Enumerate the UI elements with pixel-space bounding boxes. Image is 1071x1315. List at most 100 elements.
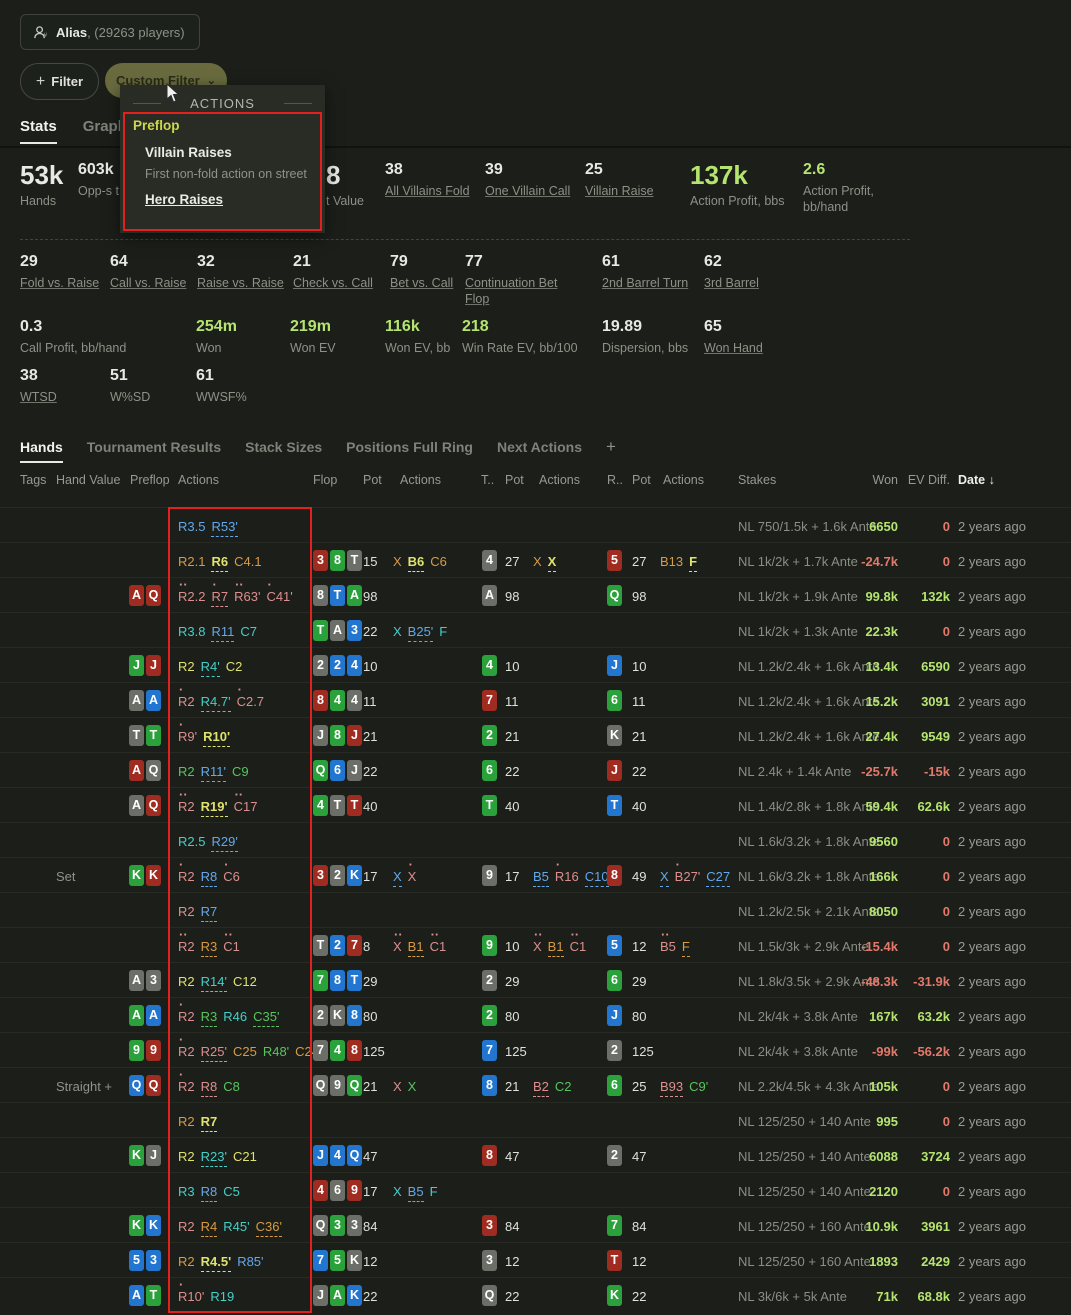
card-Jh: J <box>347 725 362 746</box>
stat-label: Won EV <box>290 340 336 355</box>
action-token: C9' <box>689 1079 709 1094</box>
menu-item-villain-raises[interactable]: Villain Raises <box>145 145 232 160</box>
hand-row[interactable]: T T R9' · R10' J 8 J 21 2 21 K 21 NL 1.2k/2.4k + 1.6k… <box>0 717 1071 753</box>
card-Qs: Q <box>313 1075 328 1096</box>
stat-label[interactable]: Check vs. Call <box>293 275 373 290</box>
hand-row[interactable]: Set K K R2 · R8 C6 · 3 2 K 17 X X · 9 17 B5 R16 · C10 8 49 X B27… <box>0 857 1071 893</box>
actions-group: X X · <box>393 858 422 887</box>
date: 2 years ago <box>958 764 1026 779</box>
menu-item-hero-raises[interactable]: Hero Raises <box>145 192 224 207</box>
card-2d: 2 <box>330 655 345 676</box>
column-header-actions[interactable]: Actions <box>539 473 580 487</box>
column-header-stakes[interactable]: Stakes <box>738 473 777 487</box>
action-token: R8 <box>200 1079 218 1097</box>
card-Ks: K <box>607 725 622 746</box>
card-Qs: Q <box>313 1215 328 1236</box>
column-header-preflop[interactable]: Preflop <box>130 473 170 487</box>
stat-label[interactable]: 3rd Barrel <box>704 275 759 290</box>
date: 2 years ago <box>958 1254 1026 1269</box>
stat-label[interactable]: Fold vs. Raise <box>20 275 100 290</box>
column-header-pot[interactable]: Pot <box>505 473 524 487</box>
hand-row[interactable]: A 3 R2 R14' C12 7 8 T 29 2 29 6 29 NL 1.8k/3.5k + 2.9… <box>0 962 1071 998</box>
hand-row[interactable]: K K R2 R4 R45' C36' Q 3 3 84 3 84 7 84 NL 125/250 + 16… <box>0 1207 1071 1243</box>
hand-row[interactable]: A Q R2 ·· R19' C17 ·· 4 T T 40 T 40 T 40 NL 1.4k/2.8k +… <box>0 787 1071 823</box>
hand-row[interactable]: A T R10' · R19 J A K 22 Q 22 K 22 NL 3k/6k + 5k Ante 7… <box>0 1277 1071 1313</box>
card-5c: 5 <box>330 1250 345 1271</box>
date: 2 years ago <box>958 1114 1026 1129</box>
card-8c: 8 <box>330 550 345 571</box>
card-7c: 7 <box>313 970 328 991</box>
player-alias-chip[interactable]: # Alias , (29263 players) <box>20 14 200 50</box>
action-token: R6 <box>211 554 229 572</box>
action-token: C4.1 <box>234 554 262 569</box>
stat-label[interactable]: Continuation Bet Flop <box>465 275 558 307</box>
stat-label[interactable]: WTSD <box>20 389 57 404</box>
column-header-flop[interactable]: Flop <box>313 473 338 487</box>
popup-section-preflop: Preflop <box>133 118 180 133</box>
hand-row[interactable]: R3.5 R53' NL 750/1.5k + 1.6k Ante 6650 0 2 ye… <box>0 507 1071 543</box>
column-header-hand-value[interactable]: Hand Value <box>56 473 121 487</box>
hand-row[interactable]: Straight + Q Q R2 · R8 C8 Q 9 Q 21 X X 8 21 B2 C2 6 25 B93 C… <box>0 1067 1071 1103</box>
hand-row[interactable]: R2 R7 NL 125/250 + 140 Ante 995 0 2 years ago <box>0 1102 1071 1138</box>
stat-label[interactable]: Won Hand <box>704 340 763 355</box>
tab-positions-full-ring[interactable]: Positions Full Ring <box>346 439 473 455</box>
hand-row[interactable]: R3 R8 C5 4 6 9 17 X B5 F NL 125/250 + 140 Ante 2120… <box>0 1172 1071 1208</box>
tab-stack-sizes[interactable]: Stack Sizes <box>245 439 323 455</box>
add-tab-button[interactable]: + <box>606 437 616 456</box>
card-3h: 3 <box>482 1215 497 1236</box>
card-3s: 3 <box>146 970 161 991</box>
column-header-ev-diff[interactable]: EV Diff. <box>907 473 950 487</box>
stat-label[interactable]: Raise vs. Raise <box>197 275 284 290</box>
stat-label[interactable]: All Villains Fold <box>385 183 470 198</box>
tab-stats[interactable]: Stats <box>20 118 57 144</box>
column-header-tags[interactable]: Tags <box>20 473 47 487</box>
stakes: NL 125/250 + 160 Ante <box>738 1254 871 1269</box>
column-header-pot[interactable]: Pot <box>363 473 382 487</box>
stat-label[interactable]: 2nd Barrel Turn <box>602 275 689 290</box>
stat-label[interactable]: Call vs. Raise <box>110 275 187 290</box>
hand-row[interactable]: R2.5 R29' NL 1.6k/3.2k + 1.8k Ante 9560 0 2 y… <box>0 822 1071 858</box>
column-header-actions[interactable]: Actions <box>400 473 441 487</box>
tab-graph[interactable]: Graph <box>82 118 127 135</box>
column-header-actions[interactable]: Actions <box>178 473 219 487</box>
tab-next-actions[interactable]: Next Actions <box>496 439 583 455</box>
stat-label[interactable]: One Villain Call <box>485 183 571 198</box>
hand-row[interactable]: R2.1 R6 C4.1 3 8 T 15 X B6 C6 4 27 X X 5 27 B13 F NL 1k/2k… <box>0 542 1071 578</box>
stat-label[interactable]: Villain Raise <box>585 183 654 198</box>
action-token: R2 <box>178 1149 195 1164</box>
tab-tournament-results[interactable]: Tournament Results <box>86 439 222 455</box>
turn-pot: 10 <box>505 659 520 674</box>
turn-pot: 21 <box>505 729 520 744</box>
column-header-pot[interactable]: Pot <box>632 473 651 487</box>
hand-row[interactable]: A A R2 · R4.7' C2.7 · 8 4 4 11 7 11 6 11 NL 1.2k/2.4k +… <box>0 682 1071 718</box>
won-amount: 6088 <box>869 1149 898 1164</box>
tab-hands[interactable]: Hands <box>20 439 63 463</box>
hand-row[interactable]: A Q R2.2 ·· R7 · R63' ·· C41' · 8 T A 98 A 98 Q 98 NL 1k/2… <box>0 577 1071 613</box>
column-header-won[interactable]: Won <box>872 473 898 487</box>
hand-row[interactable]: A A R2 · R3 R46 C35' 2 K 8 80 2 80 J 80 NL 2k/4k + 3.8k… <box>0 997 1071 1033</box>
column-header-date[interactable]: Date ↓ <box>958 473 995 487</box>
column-header-t[interactable]: T.. <box>481 473 495 487</box>
action-token: R11 <box>211 624 235 642</box>
stakes: NL 2k/4k + 3.8k Ante <box>738 1009 858 1024</box>
stat-block: 65 Won Hand <box>704 318 763 356</box>
hand-row[interactable]: J J R2 R4' C2 2 2 4 10 4 10 J 10 NL 1.2k/2.4k + 1.6k … <box>0 647 1071 683</box>
flop-pot: 84 <box>363 1219 378 1234</box>
hand-row[interactable]: R3.8 R11 C7 T A 3 22 X B25' F NL 1k/2k + 1.3k Ante… <box>0 612 1071 648</box>
add-filter-button[interactable]: + Filter <box>20 63 99 100</box>
actions-group: R2.1 R6 C4.1 <box>178 553 268 572</box>
won-amount: 71k <box>876 1289 898 1304</box>
actions-group: R2 R23' C21 <box>178 1148 263 1167</box>
column-header-r[interactable]: R.. <box>607 473 623 487</box>
hand-row[interactable]: K J R2 R23' C21 J 4 Q 47 8 47 2 47 NL 125/250 + 140 A… <box>0 1137 1071 1173</box>
hand-row[interactable]: 9 9 R2 · R25' C25 R48' C24 7 4 8 125 7 125 2 125 NL 2k/4… <box>0 1032 1071 1068</box>
action-token: X <box>393 869 402 887</box>
hand-row[interactable]: 5 3 R2 R4.5' R85' 7 5 K 12 3 12 T 12 NL 125/250 + 160… <box>0 1242 1071 1278</box>
column-header-actions[interactable]: Actions <box>663 473 704 487</box>
hand-row[interactable]: R2 R7 NL 1.2k/2.5k + 2.1k Ante 8050 0 2 years… <box>0 892 1071 928</box>
hand-row[interactable]: A Q R2 R11' C9 Q 6 J 22 6 22 J 22 NL 2.4k + 1.4k Ante… <box>0 752 1071 788</box>
hand-row[interactable]: R2 ·· R3 C1 ·· T 2 7 8 X ·· B1 C1 ·· 9 10 X ·· B1 C1 ·· 5 12 B5… <box>0 927 1071 963</box>
stat-label[interactable]: Bet vs. Call <box>390 275 454 290</box>
card-Kd: K <box>146 1215 161 1236</box>
won-amount: 22.3k <box>865 624 898 639</box>
